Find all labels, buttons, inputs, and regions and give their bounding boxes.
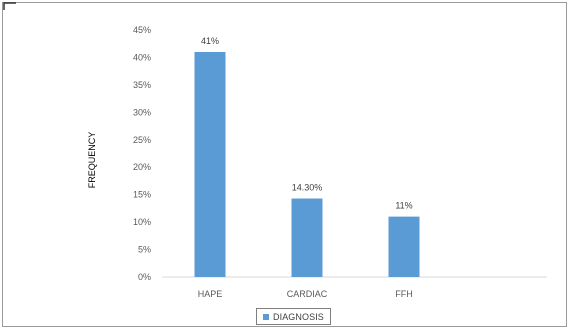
y-tick-label: 5% [138, 245, 151, 255]
data-label: 41% [201, 36, 219, 46]
x-axis-ticks: HAPE CARDIAC FFH [198, 289, 413, 299]
y-tick-label: 0% [138, 272, 151, 282]
data-label: 11% [395, 201, 412, 211]
y-tick-label: 15% [133, 190, 151, 200]
chart-frame [2, 2, 567, 327]
bar-cardiac [291, 198, 323, 277]
data-label: 14.30% [292, 183, 323, 193]
y-tick-label: 40% [133, 52, 151, 62]
bar-ffh [388, 216, 420, 277]
legend-label: DIAGNOSIS [273, 311, 324, 322]
x-tick-label: HAPE [198, 289, 223, 299]
y-tick-label: 20% [133, 162, 151, 172]
y-tick-label: 10% [133, 217, 151, 227]
bar-hape [194, 51, 226, 278]
legend-swatch [263, 313, 269, 320]
y-tick-label: 45% [133, 25, 151, 35]
y-axis-ticks: 0% 5% 10% 15% 20% 25% 30% 35% 40% 45% [133, 25, 151, 282]
bars: 41% 14.30% 11% [194, 36, 420, 278]
y-tick-label: 35% [133, 80, 151, 90]
x-tick-label: CARDIAC [287, 289, 328, 299]
y-tick-label: 25% [133, 135, 151, 145]
y-tick-label: 30% [133, 107, 151, 117]
y-axis-label: FREQUENCY [87, 132, 97, 189]
x-tick-label: FFH [395, 289, 413, 299]
legend: DIAGNOSIS [256, 308, 331, 325]
corner-bracket-icon [3, 2, 16, 10]
